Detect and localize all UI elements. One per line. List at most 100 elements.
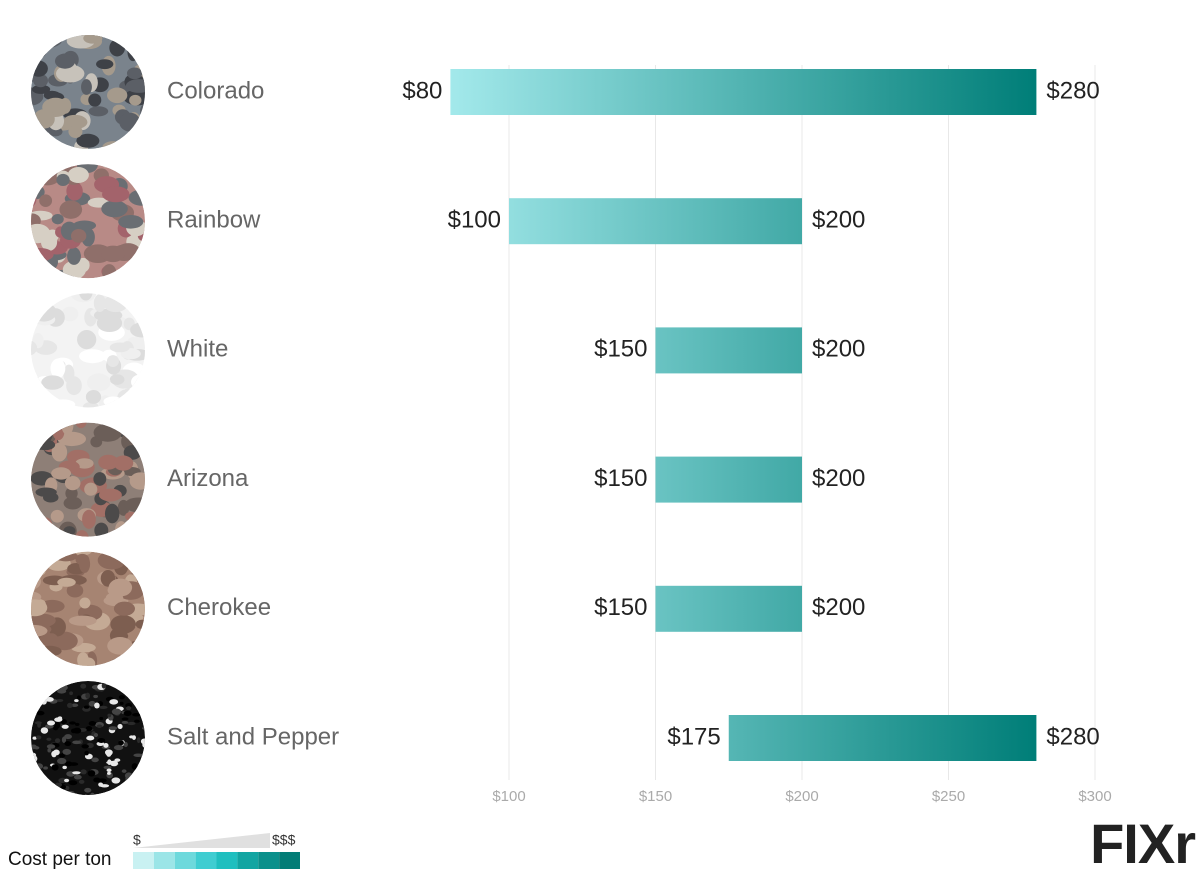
pebble (103, 765, 112, 770)
pebble (103, 294, 129, 313)
range-bar (655, 327, 802, 374)
pebble (69, 691, 73, 696)
pebble (130, 322, 145, 338)
pebble (80, 769, 87, 775)
pebble (98, 796, 105, 800)
pebble (44, 422, 67, 427)
pebble (102, 264, 117, 279)
pebble (86, 794, 92, 795)
pebble (36, 35, 59, 38)
pebble (43, 90, 61, 100)
logo: FIXr (1090, 812, 1195, 875)
pebble (79, 597, 91, 609)
pebble (31, 248, 54, 262)
pebble (102, 186, 130, 203)
high-label: $200 (812, 336, 865, 363)
pebble (113, 455, 134, 471)
pebble (37, 722, 41, 728)
x-tick-label: $250 (932, 788, 965, 805)
pebble (36, 789, 42, 794)
pebble (101, 200, 128, 218)
pebble (130, 696, 139, 701)
pebble (31, 773, 34, 779)
pebble (64, 475, 81, 491)
pebble (68, 125, 83, 138)
pebble (43, 766, 48, 770)
stone-photo (31, 551, 145, 666)
pebble (138, 568, 145, 583)
pebble (124, 511, 138, 522)
pebble (71, 703, 79, 707)
pebble (31, 712, 32, 719)
pebble (136, 737, 141, 744)
pebble (55, 782, 63, 788)
pebble (133, 692, 141, 697)
pebble (81, 657, 96, 666)
pebble (133, 334, 145, 350)
pebble (34, 794, 38, 795)
pebble (33, 293, 48, 301)
pebble (107, 759, 112, 765)
pebble (51, 467, 72, 480)
pebble (110, 293, 136, 300)
pebble (128, 189, 145, 206)
stone-photo (31, 35, 145, 149)
pebble (105, 164, 121, 168)
pebble (140, 761, 145, 766)
pebble (74, 722, 80, 726)
pebble (31, 744, 37, 750)
pebble (68, 762, 79, 766)
pebble (47, 789, 54, 794)
pebble (31, 84, 51, 94)
pebble (59, 97, 72, 114)
legend-title: Cost per ton (8, 849, 112, 870)
pebble (76, 695, 81, 701)
pebble (38, 645, 62, 657)
pebble (31, 35, 46, 47)
pebble (134, 293, 145, 299)
pebble (108, 726, 118, 731)
pebble (115, 521, 128, 537)
category-label: Salt and Pepper (167, 723, 339, 750)
pebble (46, 744, 56, 749)
pebble (54, 717, 63, 722)
pebble (115, 681, 125, 686)
pebble (72, 771, 81, 775)
pebble (106, 660, 126, 666)
pebble (60, 684, 68, 691)
pebble (65, 790, 75, 795)
pebble (31, 293, 56, 297)
pebble (96, 59, 114, 70)
pebble (38, 789, 43, 795)
pebble (111, 777, 121, 784)
pebble (33, 73, 48, 88)
pebble (142, 760, 145, 766)
pebble (102, 141, 124, 149)
pebble (65, 487, 78, 500)
pebble (67, 247, 81, 265)
pebble (56, 698, 64, 702)
pebble (31, 340, 38, 356)
pebble (51, 213, 64, 225)
pebble (31, 766, 33, 770)
pebble (35, 35, 63, 48)
pebble (132, 713, 141, 717)
pebble (121, 787, 127, 794)
pebble (74, 699, 79, 703)
pebble (84, 750, 89, 756)
pebble (82, 402, 99, 408)
legend-swatch (237, 852, 259, 869)
pebble (31, 755, 38, 763)
pebble (94, 702, 100, 709)
low-label: $80 (402, 77, 442, 104)
pebble (31, 599, 48, 617)
pebble (132, 123, 145, 134)
pebble (109, 39, 125, 57)
pebble (75, 553, 90, 566)
pebble (81, 79, 92, 95)
pebble (109, 699, 119, 705)
pebble (87, 770, 96, 777)
pebble (76, 133, 100, 148)
pebble (107, 713, 112, 718)
pebble (47, 748, 52, 753)
